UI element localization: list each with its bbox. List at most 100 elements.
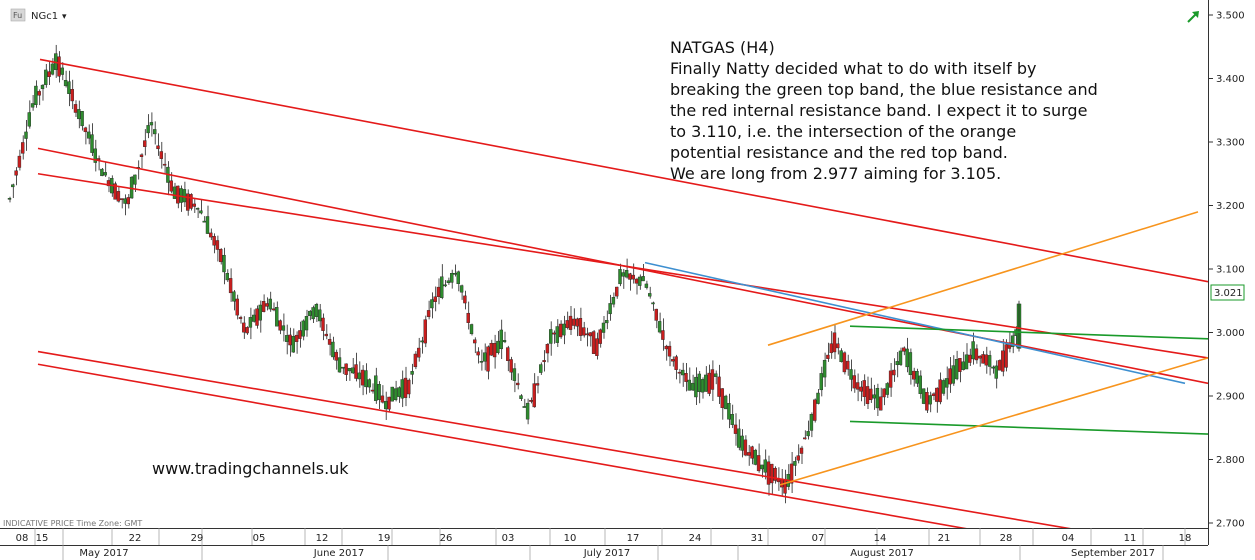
candle-down [21,142,25,154]
candle-up [740,435,744,451]
candle-down [47,71,51,77]
x-tick-label: 14 [874,533,887,544]
candle-up [964,354,969,370]
candle-down [278,320,282,331]
candle-down [634,278,639,284]
candle-up [100,168,104,177]
candle-up [195,207,200,210]
candle-up [281,325,286,331]
candle-up [258,304,262,321]
candle-up [90,134,94,153]
candle-down [677,371,682,374]
candle-down [720,388,724,408]
candle-down [671,359,675,362]
y-axis[interactable]: 3.500 3.400 3.300 3.200 3.100 3.000 2.900 2.800… [1208,0,1255,545]
x-axis[interactable]: 08 15 22 29 05 12 19 26 03 10 17 24 31 07 14 21 28 04 11 18… [0,528,1208,560]
candle-up [945,378,949,388]
candle-down [192,203,197,207]
candle-up [555,326,559,343]
symbol-header[interactable]: Fu NGc1 ▾ [10,8,67,22]
candle-up [816,392,820,404]
candle-down [242,322,246,333]
candle-down [789,463,794,484]
candle-down [931,393,936,396]
candle-up [951,365,955,384]
candle-up [331,341,335,358]
candle-down [974,348,979,361]
candle-down [143,140,147,147]
x-tick-label: 12 [316,533,329,544]
x-tick-label: 10 [564,533,577,544]
candle-up [994,365,998,379]
candle-down [766,461,771,485]
candle-down [516,382,520,386]
candle-down [169,180,173,192]
candle-up [908,352,913,376]
candle-up [172,186,177,199]
candle-down [935,387,939,402]
candle-down [14,170,18,176]
red-trend-line[interactable] [37,172,1209,359]
candle-down [902,347,906,352]
candle-down [209,232,213,238]
candle-down [664,345,668,350]
month-label: September 2017 [1071,548,1155,559]
candle-up [11,184,15,188]
orange-trend-line[interactable] [767,211,1199,346]
candle-up [954,359,959,380]
candle-up [499,329,503,350]
candle-up [928,395,932,405]
orange-trend-line[interactable] [779,357,1209,486]
candle-down [73,104,78,113]
red-trend-line[interactable] [39,58,1209,283]
candle-down [598,329,602,344]
candle-down [545,344,550,354]
candle-down [958,358,962,372]
red-trend-line[interactable] [37,350,1186,550]
blue-trend-line[interactable] [644,261,1186,385]
candle-down [865,386,870,404]
candle-up [730,413,734,425]
candle-up [285,335,289,342]
candle-up [469,324,474,335]
candle-up [641,276,645,282]
candle-up [483,352,487,362]
candle-up [225,273,230,281]
candle-up [308,310,312,316]
candle-up [44,69,48,85]
candle-up [921,388,926,404]
candle-up [525,402,530,420]
candle-up [496,340,500,354]
candle-down [218,249,223,263]
candle-up [621,272,625,277]
candle-down [271,308,276,311]
candle-down [770,463,774,484]
candle-down [783,479,787,494]
candle-down [344,363,348,375]
annotation-line: to 3.110, i.e. the intersection of the o… [670,122,1016,141]
annotation-line: the red internal resistance band. I expe… [670,101,1087,120]
candle-down [855,382,860,390]
candle-down [542,360,546,363]
candle-down [119,198,124,200]
candle-down [829,343,833,354]
candle-up [86,131,91,139]
candle-up [304,316,309,331]
candle-down [126,197,131,205]
annotation-line: We are long from 2.977 aiming for 3.105. [670,164,1001,183]
green-trend-line[interactable] [849,420,1209,435]
x-tick-label: 11 [1124,533,1137,544]
candle-up [522,406,526,408]
candle-down [572,318,576,326]
candle-up [34,85,38,105]
green-trend-line[interactable] [849,325,1209,340]
chevron-down-icon[interactable]: ▾ [62,12,67,22]
candle-down [380,395,385,403]
candle-up [648,293,652,297]
candle-down [654,308,658,321]
annotation-line: NATGAS (H4) [670,38,775,57]
candle-up [690,382,695,391]
candle-down [321,317,325,331]
trend-up-icon[interactable] [1187,11,1199,23]
candle-down [17,155,22,168]
